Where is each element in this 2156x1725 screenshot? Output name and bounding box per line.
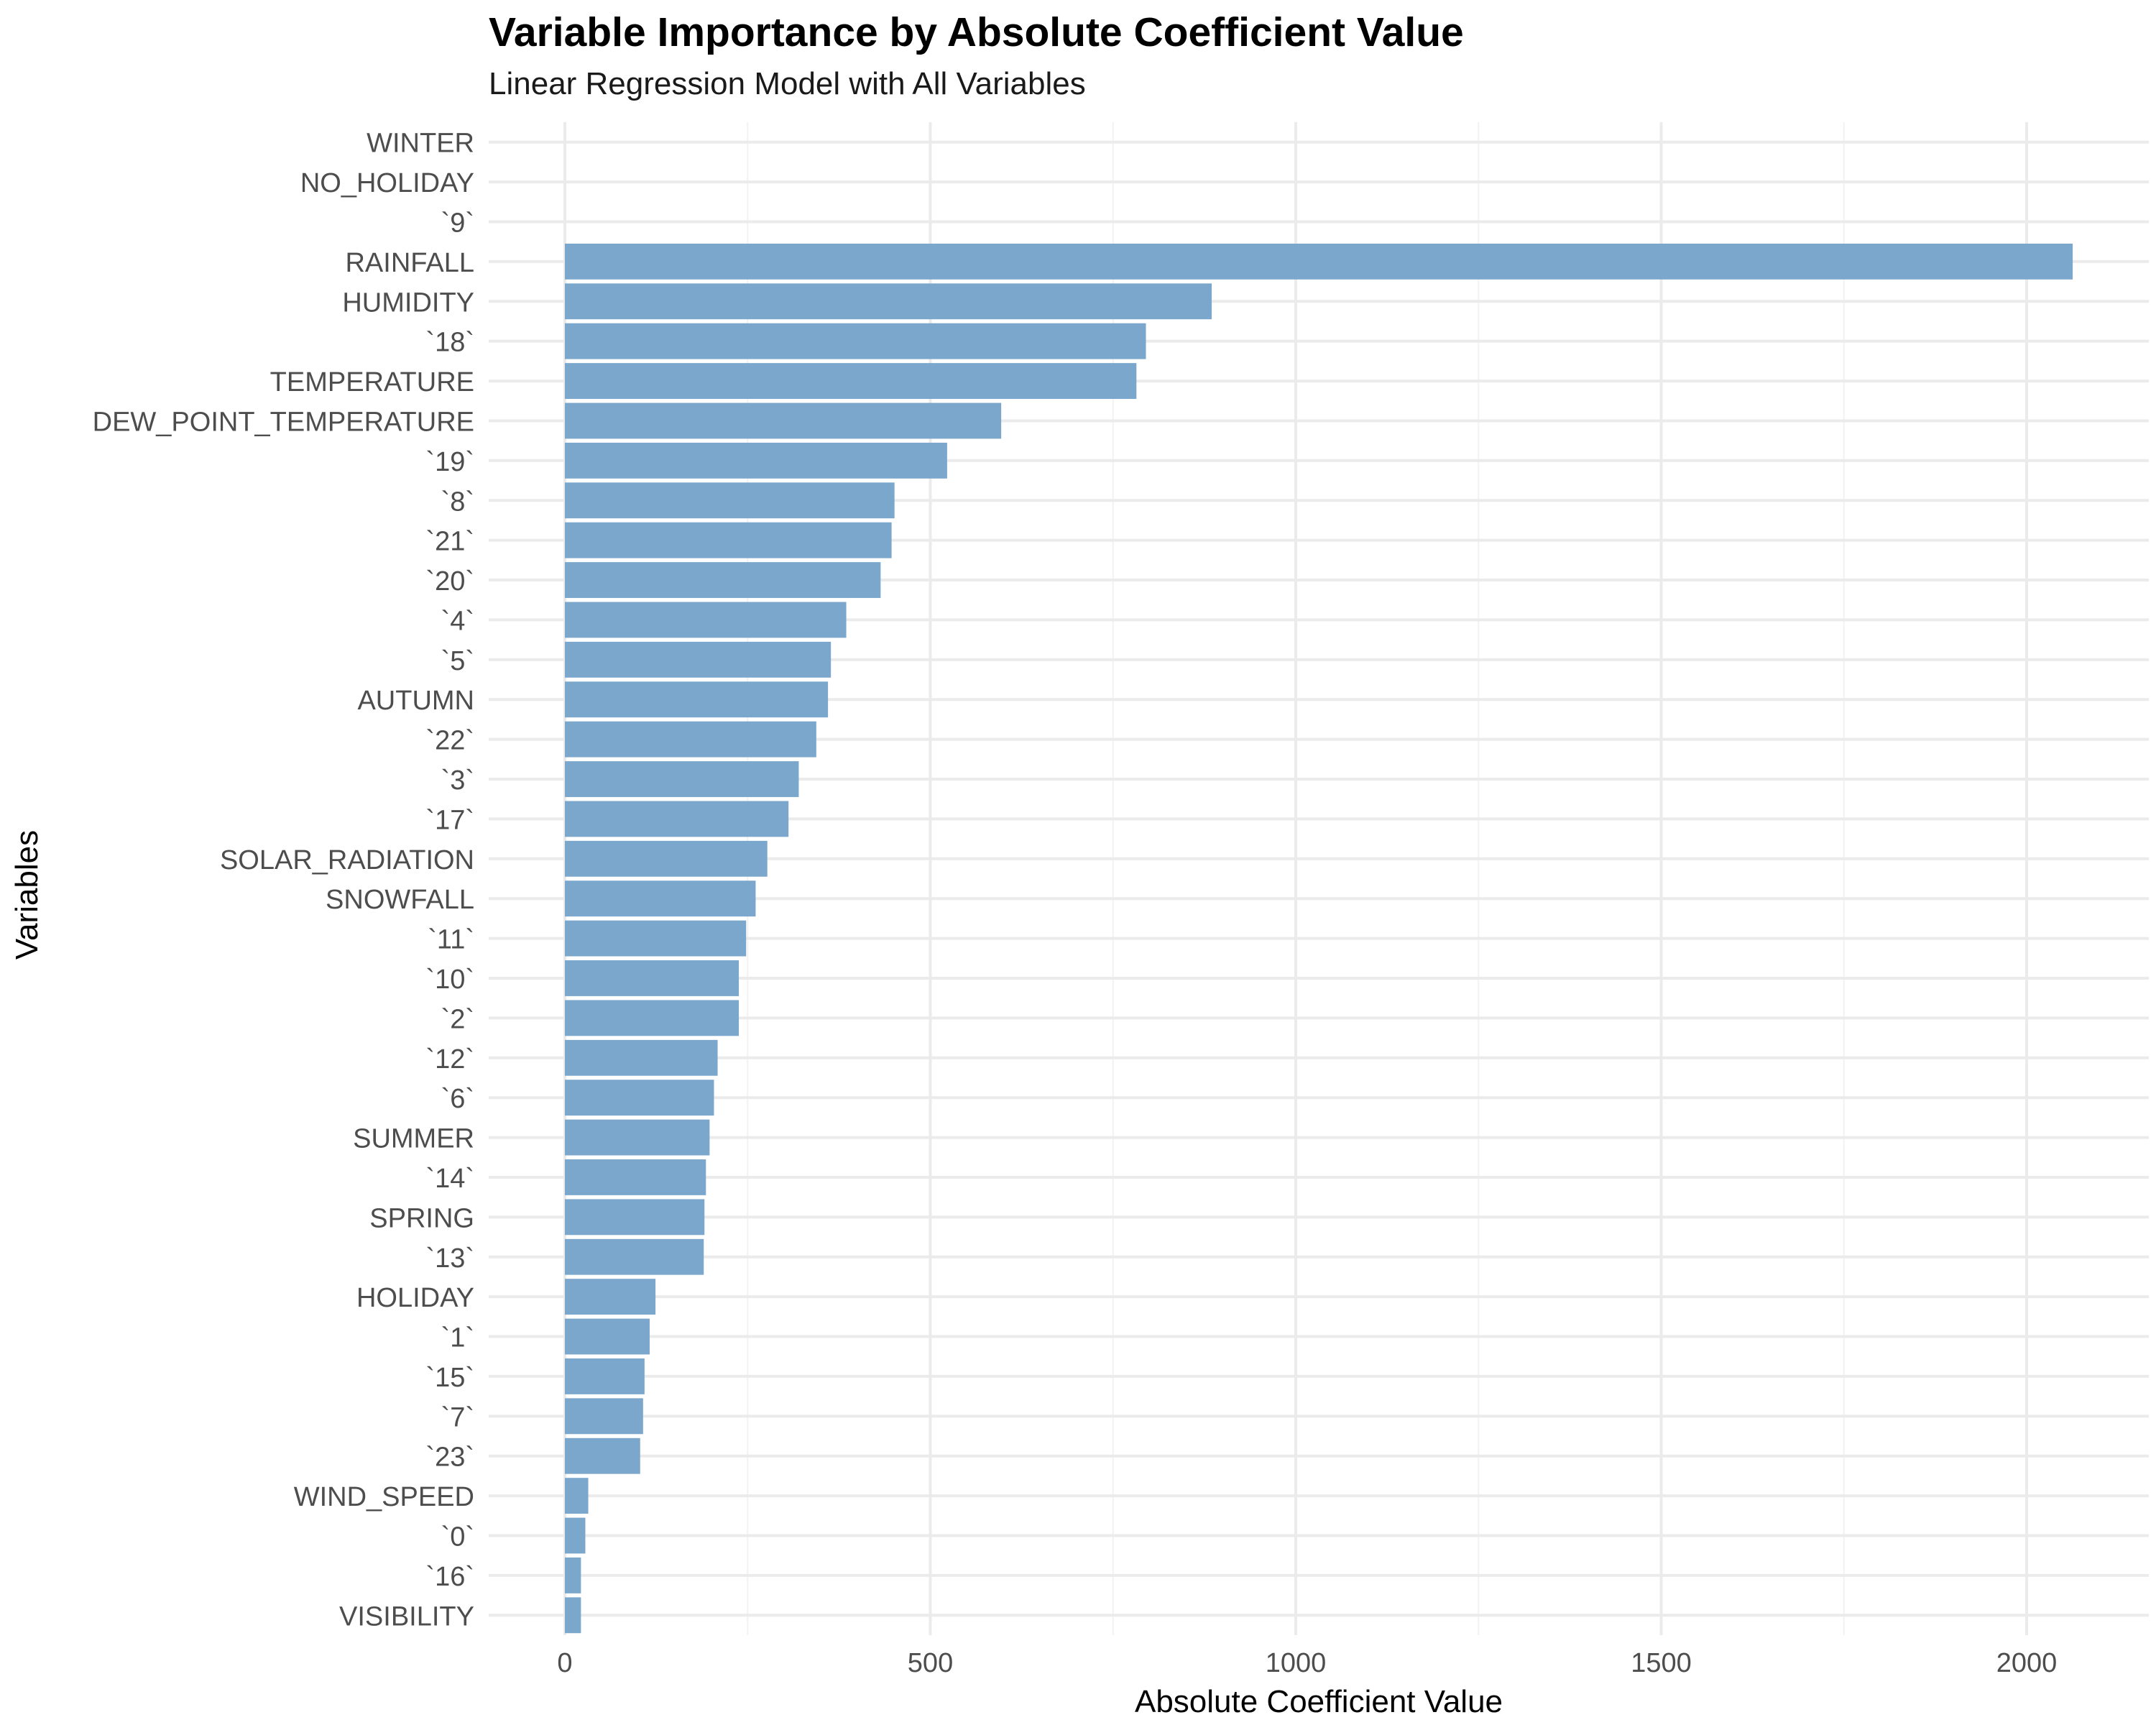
y-tick-label: `7`: [441, 1402, 474, 1432]
x-tick-label: 1000: [1266, 1648, 1327, 1678]
x-tick-label: 2000: [1996, 1648, 2058, 1678]
y-tick-label: RAINFALL: [345, 248, 474, 278]
bar: [565, 1318, 650, 1355]
bar: [565, 363, 1137, 399]
y-tick-label: WIND_SPEED: [294, 1482, 474, 1512]
bar: [565, 1517, 586, 1554]
bar: [565, 721, 816, 758]
y-tick-label: `23`: [425, 1443, 474, 1473]
y-tick-label: `17`: [425, 805, 474, 835]
y-tick-label: `10`: [425, 965, 474, 995]
y-tick-label: `6`: [441, 1084, 474, 1114]
y-tick-label: `3`: [441, 765, 474, 796]
bar: [565, 1597, 581, 1634]
bar: [565, 1238, 704, 1275]
y-tick-label: SNOWFALL: [326, 885, 474, 915]
x-tick-label: 500: [908, 1648, 953, 1678]
y-tick-label: `15`: [425, 1363, 474, 1393]
y-tick-label: `20`: [425, 566, 474, 597]
bar: [565, 323, 1146, 359]
bar: [565, 243, 2073, 280]
y-axis-title: Variables: [9, 830, 45, 960]
bar: [565, 283, 1212, 320]
y-tick-label: WINTER: [367, 129, 474, 159]
y-tick-label: `5`: [441, 646, 474, 676]
bar: [565, 1398, 643, 1435]
y-tick-label: `21`: [425, 527, 474, 557]
bar: [565, 960, 740, 996]
gridlines: [489, 122, 2149, 1635]
bar: [565, 1199, 705, 1236]
bar: [565, 761, 799, 797]
y-tick-label: `2`: [441, 1004, 474, 1034]
y-tick-label: `9`: [441, 208, 474, 238]
x-tick-label: 1500: [1631, 1648, 1692, 1678]
bar: [565, 1478, 589, 1514]
y-tick-label: `13`: [425, 1243, 474, 1274]
bar: [565, 562, 881, 598]
y-tick-label: `11`: [428, 925, 474, 955]
bar: [565, 602, 847, 638]
bar: [565, 801, 789, 837]
bar: [565, 402, 1002, 439]
y-tick-label: SPRING: [369, 1203, 474, 1233]
bar: [565, 1557, 581, 1593]
bar: [565, 1159, 706, 1195]
chart-subtitle: Linear Regression Model with All Variabl…: [489, 66, 1086, 101]
y-tick-label: `16`: [425, 1562, 474, 1592]
y-tick-label: `0`: [441, 1522, 474, 1552]
bar: [565, 442, 947, 479]
bar: [565, 1279, 656, 1315]
y-tick-label: `19`: [425, 447, 474, 477]
x-axis-title: Absolute Coefficient Value: [1135, 1684, 1503, 1719]
y-tick-label: `4`: [441, 606, 474, 636]
bar: [565, 1039, 718, 1076]
y-tick-label: `1`: [441, 1323, 474, 1353]
x-tick-label: 0: [557, 1648, 572, 1678]
y-tick-label: SOLAR_RADIATION: [220, 845, 474, 875]
y-tick-label: DEW_POINT_TEMPERATURE: [93, 407, 474, 437]
bar: [565, 641, 831, 678]
y-tick-label: `14`: [425, 1164, 474, 1194]
y-tick-label: `22`: [425, 726, 474, 756]
bar: [565, 840, 768, 877]
y-tick-label: `18`: [425, 328, 474, 358]
bar: [565, 920, 747, 957]
bars: [565, 243, 2073, 1634]
bar: [565, 1119, 710, 1156]
bar: [565, 1080, 714, 1116]
y-tick-label: TEMPERATURE: [270, 367, 474, 397]
y-tick-label: HOLIDAY: [356, 1283, 474, 1313]
bar: [565, 1438, 640, 1474]
bar: [565, 522, 892, 558]
x-tick-labels: 0 500 1000 1500 2000: [557, 1648, 2057, 1678]
y-tick-label: NO_HOLIDAY: [300, 168, 474, 198]
y-tick-label: `8`: [441, 487, 474, 517]
y-tick-label: SUMMER: [353, 1124, 474, 1154]
bar: [565, 880, 756, 917]
y-tick-label: `12`: [425, 1044, 474, 1075]
bar: [565, 1358, 645, 1394]
bar: [565, 1000, 740, 1036]
bar: [565, 482, 895, 519]
chart-title: Variable Importance by Absolute Coeffici…: [489, 9, 1464, 55]
y-tick-label: AUTUMN: [357, 686, 474, 716]
bar: [565, 681, 829, 718]
y-tick-label: VISIBILITY: [339, 1601, 474, 1632]
y-tick-label: HUMIDITY: [342, 288, 474, 318]
y-tick-labels: WINTER NO_HOLIDAY `9` RAINFALL HUMIDITY `18` T…: [93, 129, 474, 1632]
